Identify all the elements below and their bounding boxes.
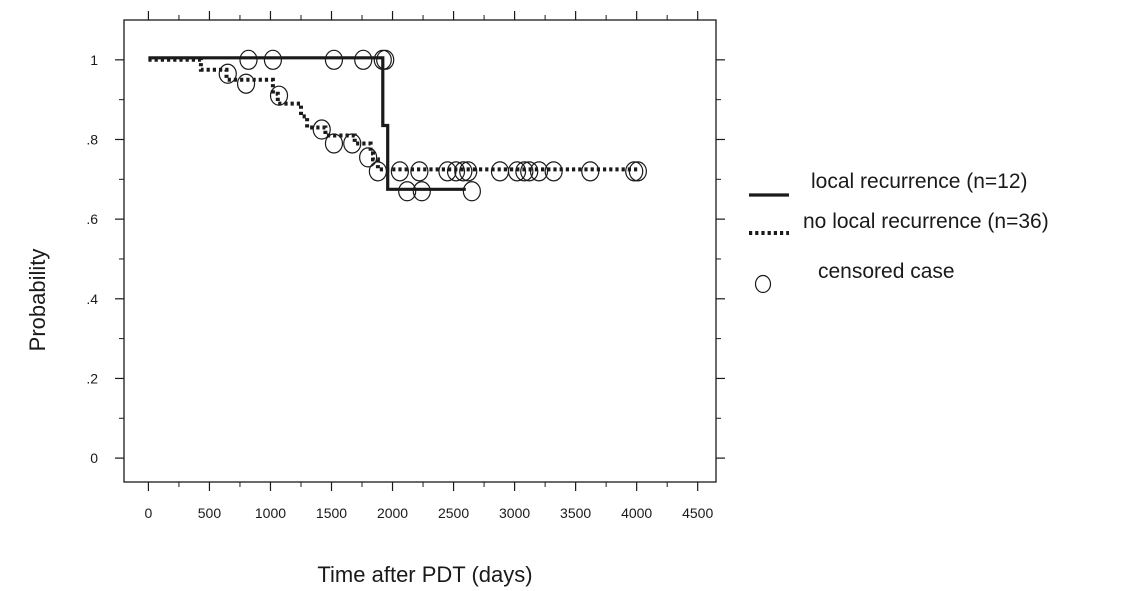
censored-marker	[410, 161, 429, 182]
censored-marker	[412, 181, 431, 202]
censored-marker	[462, 181, 481, 202]
x-tick-label: 2500	[438, 505, 469, 521]
censored-marker	[446, 161, 466, 182]
censored-markers	[218, 49, 647, 202]
censored-marker	[628, 161, 647, 182]
censored-marker	[459, 161, 478, 182]
x-tick-label: 2000	[377, 505, 408, 521]
censored-marker	[581, 161, 600, 182]
y-tick-label: .6	[86, 211, 98, 227]
series-local-recurrence	[148, 56, 466, 191]
x-tick-label: 4000	[621, 505, 652, 521]
x-tick-label: 1000	[255, 505, 286, 521]
y-tick-label: 0	[90, 450, 98, 466]
x-tick-label: 0	[145, 505, 153, 521]
x-tick-label: 500	[198, 505, 222, 521]
axes: 0 500 1000 1500 2000 2500 3000 3500 4000 4500 0 .2.…	[86, 11, 725, 521]
y-tick-label: 1	[90, 52, 98, 68]
censored-marker	[359, 147, 378, 168]
censored-marker	[520, 161, 539, 182]
censored-marker	[354, 49, 373, 70]
x-tick-label: 3000	[499, 505, 530, 521]
censored-marker	[544, 161, 563, 182]
legend: local recurrence (n=12) no local recurren…	[749, 170, 1049, 294]
censored-marker	[236, 73, 256, 94]
censored-marker	[324, 49, 344, 70]
censored-marker	[269, 85, 289, 106]
censored-marker	[368, 161, 387, 182]
censored-marker	[324, 133, 344, 154]
censored-marker	[625, 161, 644, 182]
censored-marker	[239, 49, 258, 70]
censored-marker	[454, 161, 473, 182]
survival-curves	[148, 56, 640, 191]
censored-marker	[263, 49, 283, 70]
censored-marker	[529, 161, 549, 182]
censored-marker	[438, 161, 457, 182]
y-tick-label: .2	[86, 370, 98, 386]
legend-label: local recurrence (n=12)	[811, 170, 1028, 193]
censored-marker	[343, 133, 362, 154]
censored-marker	[390, 161, 409, 182]
legend-circle-marker	[754, 274, 772, 294]
plot-frame	[123, 19, 717, 483]
censored-marker	[312, 119, 331, 140]
censored-marker	[515, 161, 534, 182]
series-no-local-recurrence	[148, 57, 640, 172]
y-tick-label: .8	[86, 131, 98, 147]
censored-marker	[398, 181, 417, 202]
censored-marker	[507, 161, 527, 182]
x-tick-label: 3500	[560, 505, 591, 521]
y-tick-label: .4	[86, 291, 98, 307]
legend-label: censored case	[818, 260, 955, 283]
x-tick-label: 1500	[316, 505, 347, 521]
y-axis-title: Probability	[25, 249, 50, 352]
censored-marker	[218, 63, 237, 84]
legend-label: no local recurrence (n=36)	[803, 210, 1049, 233]
x-tick-label: 4500	[682, 505, 713, 521]
censored-marker	[376, 49, 395, 70]
x-axis-title: Time after PDT (days)	[317, 562, 532, 587]
